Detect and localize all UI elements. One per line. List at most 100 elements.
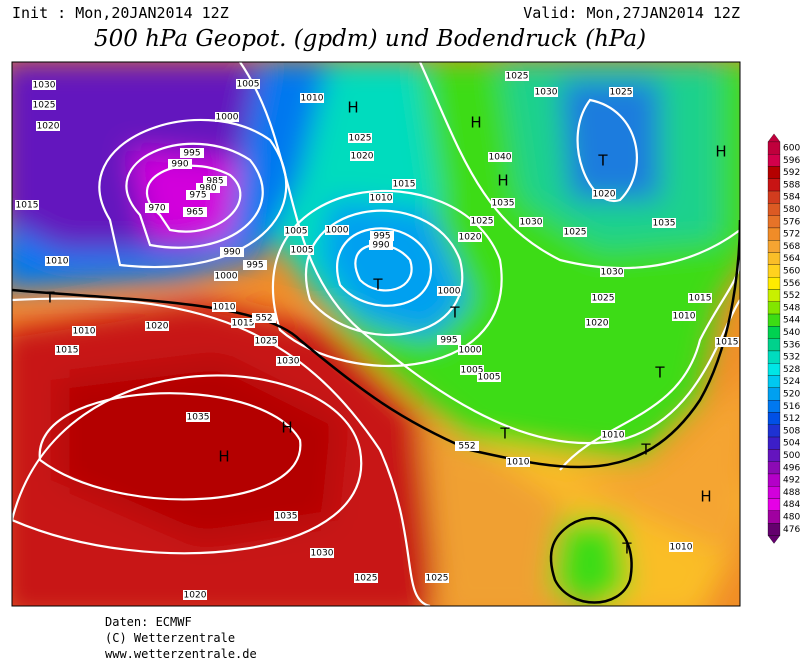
isobar-label: 1005 xyxy=(237,80,260,90)
isobar-label-box xyxy=(348,133,372,143)
isobar-label: 1000 xyxy=(438,287,461,297)
isobar-label-box xyxy=(458,232,482,242)
map-title: 500 hPa Geopot. (gpdm) und Bodendruck (h… xyxy=(94,26,646,52)
isobar-label: 1015 xyxy=(16,201,39,211)
pressure-center: T xyxy=(597,152,608,170)
isobar-label: 1040 xyxy=(489,153,512,163)
isobar-label-box xyxy=(437,335,461,345)
colorbar-cell xyxy=(767,227,781,241)
isobar-label: 1010 xyxy=(673,312,696,322)
colorbar-cell xyxy=(767,240,781,253)
isobar-label-box xyxy=(506,457,530,467)
colorbar-label: 492 xyxy=(783,476,800,486)
isobar-label-box xyxy=(236,79,260,89)
colorbar-cell xyxy=(767,338,781,352)
map-field xyxy=(12,62,740,606)
isobar-label: 1035 xyxy=(653,219,676,229)
map-labels: 1030102510201015101010051000995990985980… xyxy=(15,71,739,601)
isobar-label-box xyxy=(591,293,615,303)
colorbar-cell xyxy=(767,301,781,315)
colorbar-cell xyxy=(767,424,781,438)
isobar-label: 970 xyxy=(148,204,165,214)
isobar-label-box xyxy=(585,318,609,328)
colorbar-cell xyxy=(767,264,781,278)
map-frame xyxy=(11,61,741,607)
isobar-label: 1005 xyxy=(291,246,314,256)
colorbar-cell xyxy=(767,363,781,376)
isobar-label: 1025 xyxy=(564,228,587,238)
copyright: (C) Wetterzentrale xyxy=(105,631,235,645)
colorbar-label: 512 xyxy=(783,414,800,424)
isobar-label: 1030 xyxy=(601,268,624,278)
isobar-label: 1025 xyxy=(33,101,56,111)
isobar-label-box xyxy=(592,189,616,199)
isobar-label-box xyxy=(231,318,255,328)
isobar-label-box xyxy=(284,226,308,236)
isobar-label-box xyxy=(477,372,501,382)
colorbar-label: 508 xyxy=(783,426,800,436)
colorbar-label: 600 xyxy=(783,144,800,154)
isobar-label: 1020 xyxy=(459,233,482,243)
isobar-label: 1020 xyxy=(586,319,609,329)
isobar-label: 965 xyxy=(186,208,203,218)
colorbar-label: 516 xyxy=(783,402,800,412)
isobar-label-box xyxy=(460,365,484,375)
pressure-center: H xyxy=(347,99,358,117)
colorbar-cell xyxy=(767,178,781,192)
isobar-label: 995 xyxy=(246,261,263,271)
colorbar-cell xyxy=(767,523,781,536)
isobar-label: 1025 xyxy=(426,574,449,584)
isobar-label: 1015 xyxy=(56,346,79,356)
isobar-label-box xyxy=(491,198,515,208)
isobar-label: 975 xyxy=(189,191,206,201)
isobar-label: 1020 xyxy=(146,322,169,332)
isobar-label-box xyxy=(652,218,676,228)
colorbar-cell xyxy=(767,289,781,302)
isobar-label: 1030 xyxy=(277,357,300,367)
colorbar-cell xyxy=(767,313,781,327)
isobar-label: 1025 xyxy=(592,294,615,304)
isobar-label: 1025 xyxy=(349,134,372,144)
website: www.wetterzentrale.de xyxy=(105,647,257,661)
isobar-label-box xyxy=(180,148,204,158)
pressure-center: T xyxy=(44,289,55,307)
pressure-center: H xyxy=(218,448,229,466)
colorbar-cell xyxy=(767,449,781,462)
isobar-label-box xyxy=(220,247,244,257)
isobar-label-box xyxy=(519,217,543,227)
isobar-label-box xyxy=(215,112,239,122)
isobar-label: 985 xyxy=(206,177,223,187)
isobar-label-box xyxy=(392,179,416,189)
isobar-label-box xyxy=(601,430,625,440)
colorbar-label: 528 xyxy=(783,365,800,375)
colorbar-cell xyxy=(767,486,781,499)
isobar-label: 1020 xyxy=(351,152,374,162)
isobar-label: 1030 xyxy=(535,88,558,98)
colorbar-bottom-tip xyxy=(767,535,781,544)
isobar-label: 1030 xyxy=(311,549,334,559)
isobar-label-box xyxy=(458,345,482,355)
colorbar-cell xyxy=(767,252,781,266)
isobar-label-box xyxy=(310,548,334,558)
isobar-label-box xyxy=(470,216,494,226)
colorbar-label: 572 xyxy=(783,230,800,240)
colorbar-cell xyxy=(767,190,781,204)
colorbar-cell xyxy=(767,141,781,155)
isobar-label: 990 xyxy=(171,160,188,170)
isobar-label-box xyxy=(669,542,693,552)
isobar-label-box xyxy=(370,231,394,241)
pressure-center: T xyxy=(640,441,651,459)
isobar-label: 1005 xyxy=(478,373,501,383)
colorbar-label: 560 xyxy=(783,267,800,277)
pressure-center: H xyxy=(281,419,292,437)
isobar-label: 995 xyxy=(183,149,200,159)
isobar-label-box xyxy=(186,412,210,422)
colorbar-label: 580 xyxy=(783,205,800,215)
isobar-label-box xyxy=(183,207,207,217)
isobar-label: 1020 xyxy=(37,122,60,132)
pressure-center: T xyxy=(621,540,632,558)
isobar-label: 1000 xyxy=(215,272,238,282)
isobar-label: 980 xyxy=(199,184,216,194)
isobar-label-box xyxy=(354,573,378,583)
pressure-center: T xyxy=(372,276,383,294)
